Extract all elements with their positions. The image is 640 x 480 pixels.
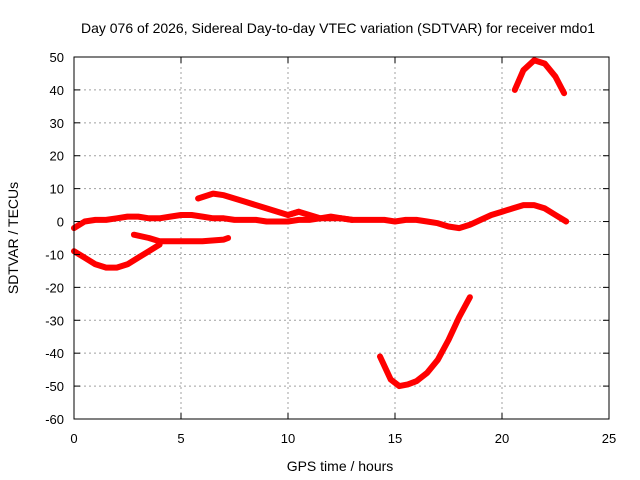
series-mid-morning-negative (130, 231, 232, 245)
y-tick-label: 40 (50, 83, 64, 98)
y-tick-label: -60 (45, 412, 64, 427)
x-tick-label: 10 (281, 431, 295, 446)
y-axis-title: SDTVAR / TECUs (5, 182, 21, 294)
series-afternoon-deep-dip (377, 294, 473, 390)
x-tick-label: 15 (388, 431, 402, 446)
y-tick-label: 30 (50, 116, 64, 131)
x-tick-label: 20 (495, 431, 509, 446)
y-tick-label: 50 (50, 50, 64, 65)
y-tick-label: 0 (57, 215, 64, 230)
x-tick-label: 25 (602, 431, 616, 446)
x-axis-title: GPS time / hours (287, 458, 394, 474)
axis-ticks: 0 5 10 15 20 25 -60 -50 -40 -30 -20 -10 0 10 20 30 40 50 (45, 50, 616, 446)
y-tick-label: -30 (45, 313, 64, 328)
y-tick-label: 10 (50, 182, 64, 197)
y-tick-label: -20 (45, 280, 64, 295)
series-late-morning-small (285, 208, 356, 223)
plot-frame (73, 56, 610, 420)
series-evening-high-peak (511, 57, 568, 97)
chart-title: Day 076 of 2026, Sidereal Day-to-day VTE… (81, 20, 595, 36)
grid-lines (74, 57, 609, 419)
series-dip-morning (71, 241, 163, 271)
y-tick-label: 20 (50, 149, 64, 164)
x-tick-label: 0 (70, 431, 77, 446)
x-tick-label: 5 (177, 431, 184, 446)
y-tick-label: -50 (45, 379, 64, 394)
y-tick-label: -10 (45, 247, 64, 262)
data-series (71, 57, 570, 390)
y-tick-label: -40 (45, 346, 64, 361)
